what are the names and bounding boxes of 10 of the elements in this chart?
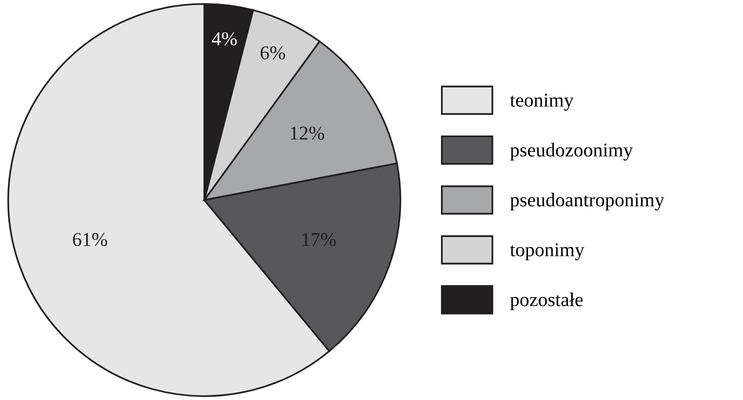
data-label: 17% bbox=[302, 232, 336, 246]
data-label: 12% bbox=[290, 126, 324, 140]
data-label: 61% bbox=[72, 232, 108, 246]
data-label: 4% bbox=[212, 32, 237, 46]
legend-label: teonimy bbox=[510, 94, 574, 111]
legend-label: pozostałe bbox=[510, 292, 583, 310]
legend-label: pseudoantroponimy bbox=[510, 192, 664, 210]
data-label: 6% bbox=[260, 46, 286, 60]
legend-label: toponimy bbox=[510, 243, 584, 260]
legend-label: pseudozoonimy bbox=[510, 142, 633, 161]
